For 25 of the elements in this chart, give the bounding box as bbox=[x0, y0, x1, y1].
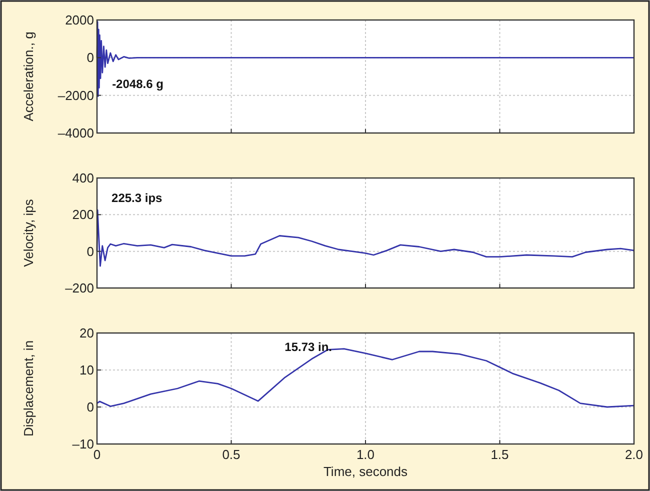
y-tick-label: 200 bbox=[72, 207, 94, 222]
y-tick-label: –200 bbox=[65, 280, 94, 296]
x-tick-label: 0.5 bbox=[222, 447, 240, 462]
x-tick-label: 1.0 bbox=[356, 447, 375, 462]
y-tick-label: 2000 bbox=[65, 12, 94, 28]
y-tick-label: 0 bbox=[86, 244, 94, 259]
y-axis-title: Displacement, in bbox=[21, 340, 36, 437]
x-tick-label: 1.5 bbox=[490, 447, 509, 462]
line-series bbox=[96, 21, 635, 97]
y-tick-label: 0 bbox=[86, 400, 94, 415]
y-tick-label: –10 bbox=[72, 436, 94, 452]
line-series bbox=[96, 209, 635, 267]
y-tick-label: 10 bbox=[80, 362, 94, 378]
y-tick-label: –2000 bbox=[58, 88, 94, 103]
y-tick-label: 20 bbox=[80, 326, 94, 341]
y-axis-title: Velocity, ips bbox=[21, 198, 36, 267]
y-tick-label: –4000 bbox=[58, 126, 94, 141]
y-axis-title: Acceleration., g bbox=[21, 32, 36, 122]
annotation: -2048.6 g bbox=[112, 77, 164, 92]
y-tick-label: 0 bbox=[86, 50, 94, 66]
annotation: 225.3 ips bbox=[112, 191, 163, 206]
annotation: 15.73 in. bbox=[284, 340, 332, 354]
x-tick-label: 2.0 bbox=[624, 447, 644, 462]
y-tick-label: 400 bbox=[72, 170, 94, 186]
x-axis-title: Time, seconds bbox=[323, 464, 408, 479]
